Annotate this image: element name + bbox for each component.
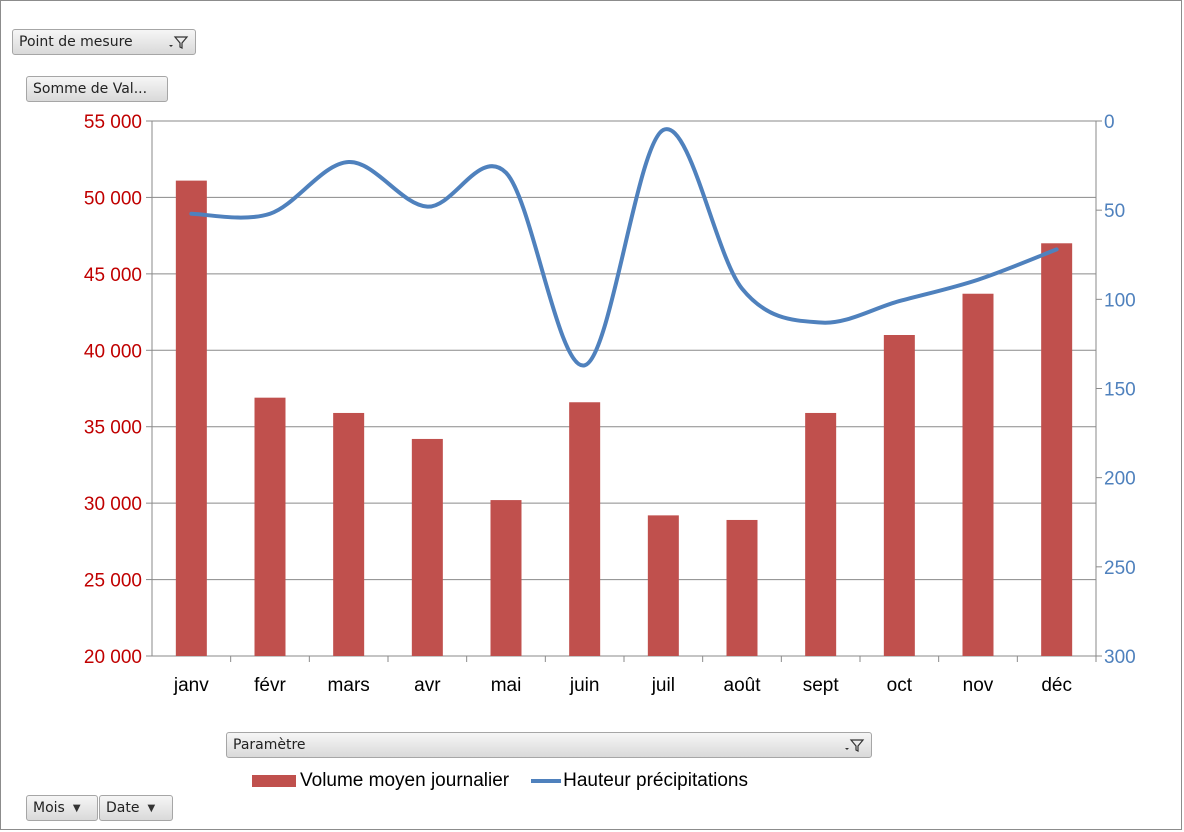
y-right-tick-label: 200 [1104,469,1136,490]
y-right-tick-label: 50 [1104,201,1125,222]
y-left-tick-label: 55 000 [84,112,142,133]
y-right-tick-label: 300 [1104,647,1136,668]
x-tick-label: août [724,675,762,696]
legend-swatch-line [531,779,562,783]
x-tick-label: sept [803,675,840,696]
axis-field-mois-label: Mois [33,800,65,816]
y-left-tick-label: 25 000 [84,571,142,592]
report-filter-label: Point de mesure [19,34,133,50]
bar [411,438,443,656]
filter-dropdown-icon[interactable] [843,737,865,753]
legend-field-label: Paramètre [233,737,306,753]
x-tick-label: févr [254,675,286,696]
x-tick-label: juil [651,675,675,696]
legend-swatch-bars [252,775,296,787]
chevron-down-icon: ▼ [72,802,81,814]
legend-label-precipitation: Hauteur précipitations [563,770,748,791]
filter-dropdown-icon[interactable] [167,34,189,50]
x-tick-label: mars [328,675,370,696]
bar [254,397,286,656]
report-filter-button[interactable]: Point de mesure [12,29,196,55]
y-right-tick-label: 150 [1104,380,1136,401]
x-tick-label: mai [491,675,522,696]
y-left-tick-label: 30 000 [84,494,142,515]
bar [962,293,994,656]
y-right-tick-label: 100 [1104,290,1136,311]
bar [1041,243,1073,657]
legend-label-volume: Volume moyen journalier [300,770,510,791]
axis-field-mois-button[interactable]: Mois ▼ [26,795,98,821]
bar [883,335,915,656]
y-left-tick-label: 45 000 [84,265,142,286]
chevron-down-icon: ▼ [147,802,156,814]
series-line [189,127,1059,368]
y-right-tick-label: 0 [1104,112,1115,133]
x-tick-label: nov [963,675,994,696]
y-right-tick-label: 250 [1104,558,1136,579]
axis-field-date-button[interactable]: Date ▼ [99,795,173,821]
bar [726,519,758,656]
y-left-tick-label: 50 000 [84,188,142,209]
bar [175,180,207,656]
y-left-tick-label: 35 000 [84,418,142,439]
bar [333,412,365,656]
values-field-button[interactable]: Somme de Val... [26,76,168,102]
legend-field-button[interactable]: Paramètre [226,732,872,758]
bar [490,500,522,656]
x-tick-label: juin [569,675,600,696]
x-tick-label: avr [414,675,441,696]
bar [805,412,837,656]
x-tick-label: déc [1041,675,1072,696]
bar [647,515,679,656]
values-field-label: Somme de Val... [33,81,148,97]
bar [569,402,601,656]
y-left-tick-label: 40 000 [84,341,142,362]
chart-legend: Volume moyen journalier Hauteur précipit… [252,770,748,792]
x-tick-label: oct [887,675,913,696]
x-tick-label: janv [173,675,209,696]
y-left-tick-label: 20 000 [84,647,142,668]
axis-field-date-label: Date [106,800,140,816]
